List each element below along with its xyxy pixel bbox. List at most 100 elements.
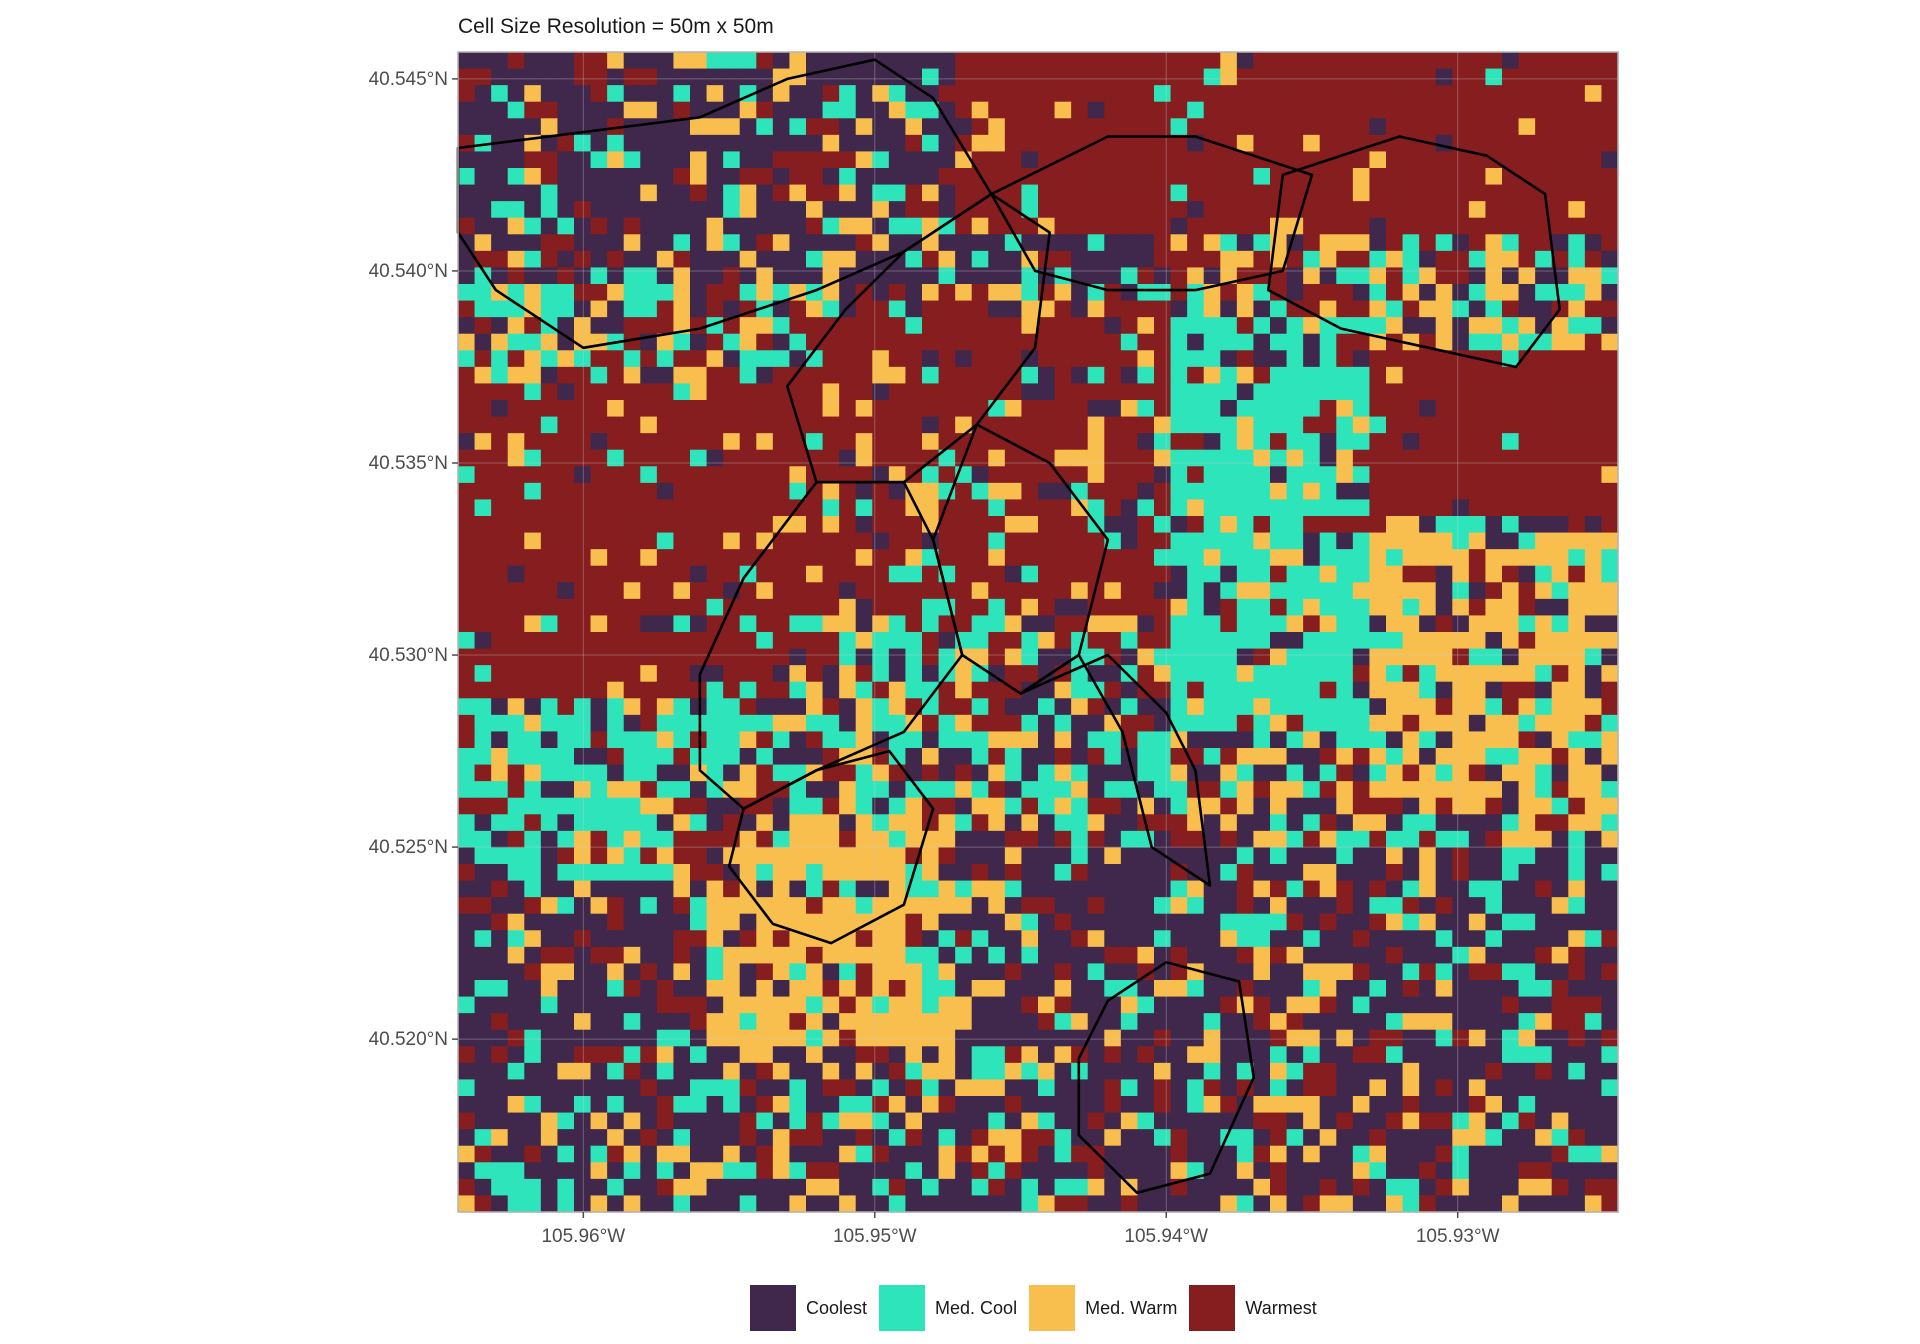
raster-cell [1402,366,1420,385]
raster-cell [1187,1062,1205,1081]
raster-cell [1187,913,1205,931]
raster-cell [1137,764,1155,782]
raster-cell [690,996,708,1014]
raster-cell [1071,366,1089,385]
raster-cell [1386,714,1404,733]
raster-cell [590,632,608,650]
raster-cell [988,582,1006,600]
raster-cell [1435,781,1453,799]
raster-cell [905,698,923,716]
raster-cell [1170,101,1188,119]
raster-cell [888,300,907,318]
raster-cell [491,847,509,865]
raster-cell [1419,433,1437,451]
raster-cell [574,731,592,749]
raster-cell [1054,1162,1072,1180]
raster-cell [1485,350,1503,368]
raster-cell [491,1029,509,1047]
raster-cell [1286,598,1304,617]
raster-cell [1303,1079,1321,1097]
raster-cell [1104,350,1122,368]
raster-cell [723,1162,741,1180]
raster-cell [1286,499,1304,517]
raster-cell [1452,168,1470,186]
raster-cell [1054,101,1072,119]
raster-cell [474,217,492,235]
raster-cell [1601,151,1619,169]
raster-cell [839,1145,857,1163]
raster-cell [971,1195,989,1213]
raster-cell [1120,598,1139,617]
raster-cell [1004,184,1023,202]
raster-cell [458,748,476,766]
raster-cell [458,797,476,815]
raster-cell [1584,333,1603,351]
raster-cell [1601,449,1619,467]
raster-cell [1435,930,1453,948]
raster-cell [1601,85,1619,103]
raster-cell [839,648,857,666]
raster-cell [938,350,956,368]
raster-cell [1154,930,1172,948]
raster-cell [1270,532,1288,550]
raster-cell [1137,1195,1155,1213]
raster-cell [855,549,873,567]
raster-cell [905,1195,923,1213]
raster-cell [1071,615,1089,633]
raster-cell [1435,449,1453,467]
raster-cell [872,549,890,567]
raster-cell [1087,1162,1105,1180]
raster-cell [1502,946,1520,965]
raster-cell [1038,118,1056,136]
raster-cell [1203,714,1221,733]
raster-cell [524,1029,542,1047]
raster-cell [474,433,492,451]
raster-cell [1369,250,1387,269]
raster-cell [1568,234,1586,252]
raster-cell [1104,217,1122,235]
raster-cell [1402,433,1420,451]
raster-cell [772,1096,791,1114]
raster-cell [1087,350,1105,368]
raster-cell [1535,996,1553,1014]
raster-cell [971,781,989,799]
raster-cell [590,549,608,567]
raster-cell [1286,466,1304,484]
raster-cell [574,648,592,666]
raster-cell [1303,565,1321,583]
raster-cell [922,864,940,882]
raster-cell [1518,996,1536,1014]
raster-cell [1170,466,1188,484]
raster-cell [1137,930,1155,948]
raster-cell [739,532,757,550]
raster-cell [1336,1013,1354,1031]
raster-cell [756,864,774,882]
raster-cell [888,913,907,931]
raster-cell [458,118,476,136]
raster-cell [690,267,708,285]
raster-cell [1203,300,1221,318]
raster-cell [1236,366,1255,385]
raster-cell [1386,499,1404,517]
raster-cell [474,400,492,418]
raster-cell [1535,665,1553,683]
raster-cell [855,1062,873,1081]
raster-cell [922,731,940,749]
raster-cell [1551,366,1569,385]
raster-cell [938,830,956,849]
raster-cell [855,1178,873,1197]
raster-cell [690,1013,708,1031]
raster-cell [1352,284,1371,302]
raster-cell [1038,168,1056,186]
raster-cell [1452,416,1470,434]
raster-cell [1468,184,1487,202]
raster-cell [1120,714,1139,733]
raster-cell [1071,830,1089,849]
raster-cell [1120,930,1139,948]
raster-cell [1120,897,1139,915]
raster-cell [1203,101,1221,119]
raster-cell [1352,68,1371,86]
raster-cell [955,1162,973,1180]
raster-cell [640,847,658,865]
raster-cell [971,1029,989,1047]
